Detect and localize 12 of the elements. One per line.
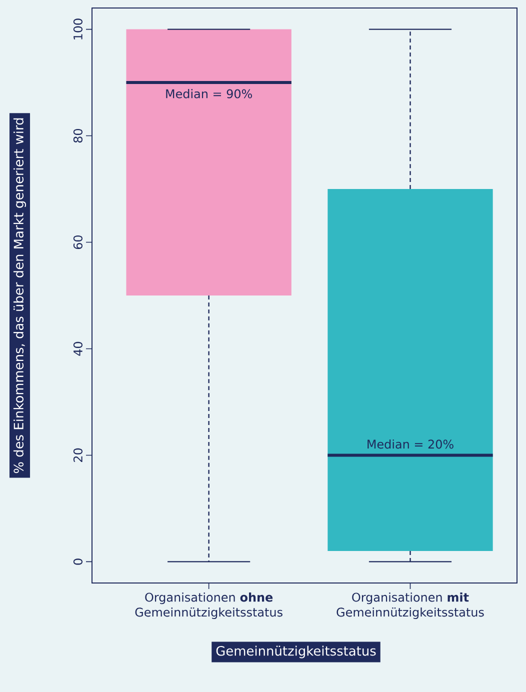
y-tick-label: 0 bbox=[73, 558, 82, 565]
x-tick-label: Organisationen mit Gemeinnützigkeitsstatus bbox=[336, 592, 484, 620]
x-tick-label: Organisationen ohne Gemeinnützigkeitsstatus bbox=[135, 592, 282, 620]
y-tick-label: 100 bbox=[73, 18, 82, 40]
y-tick-label: 60 bbox=[73, 235, 82, 250]
annotation: Median = 90% bbox=[166, 89, 252, 98]
y-axis-title: % des Einkommens, das über den Markt generiert wird bbox=[13, 118, 26, 474]
x-axis-title: Gemeinnützigkeitsstatus bbox=[216, 646, 376, 658]
y-tick-label: 40 bbox=[73, 342, 82, 356]
annotation: Median = 20% bbox=[368, 439, 454, 449]
y-tick-label: 80 bbox=[73, 128, 82, 143]
y-tick-label: 20 bbox=[73, 448, 82, 462]
